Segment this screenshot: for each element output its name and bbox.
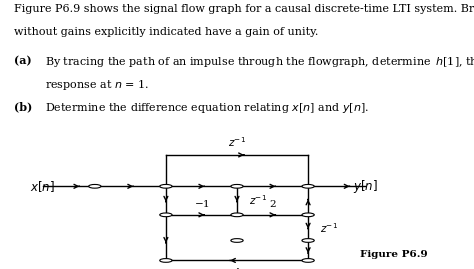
Text: (b): (b) xyxy=(14,101,33,112)
Circle shape xyxy=(231,213,243,217)
Circle shape xyxy=(302,185,314,188)
Circle shape xyxy=(302,239,314,242)
Text: (a): (a) xyxy=(14,55,32,66)
Text: $z^{-1}$: $z^{-1}$ xyxy=(320,221,338,235)
Text: $y[n]$: $y[n]$ xyxy=(353,178,377,195)
Text: $z^{-1}$: $z^{-1}$ xyxy=(228,135,246,149)
Text: Figure P6.9 shows the signal flow graph for a causal discrete-time LTI system. B: Figure P6.9 shows the signal flow graph … xyxy=(14,4,474,14)
Circle shape xyxy=(231,185,243,188)
Text: $z^{-1}$: $z^{-1}$ xyxy=(249,194,267,207)
Circle shape xyxy=(302,213,314,217)
Text: 2: 2 xyxy=(269,200,276,209)
Circle shape xyxy=(302,259,314,262)
Circle shape xyxy=(89,185,101,188)
Text: Determine the difference equation relating $x$[$n$] and $y$[$n$].: Determine the difference equation relati… xyxy=(45,101,369,115)
Circle shape xyxy=(160,259,172,262)
Text: 4: 4 xyxy=(234,268,240,269)
Text: without gains explicitly indicated have a gain of unity.: without gains explicitly indicated have … xyxy=(14,27,319,37)
Text: $-$1: $-$1 xyxy=(193,198,210,209)
Circle shape xyxy=(160,185,172,188)
Text: $x[n]$: $x[n]$ xyxy=(30,179,55,194)
Text: By tracing the path of an impulse through the flowgraph, determine  $h$[1], the : By tracing the path of an impulse throug… xyxy=(45,55,474,69)
Text: response at $n$ = 1.: response at $n$ = 1. xyxy=(45,78,149,92)
Circle shape xyxy=(160,213,172,217)
Text: Figure P6.9: Figure P6.9 xyxy=(360,250,427,259)
Circle shape xyxy=(231,239,243,242)
